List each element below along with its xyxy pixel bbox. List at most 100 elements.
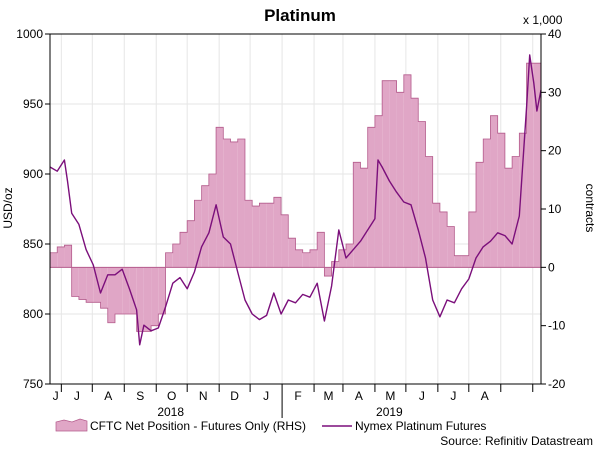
- right-axis-label: contracts: [583, 184, 597, 233]
- cftc-net-position-bar: [64, 245, 72, 268]
- cftc-net-position-bar: [187, 220, 195, 268]
- month-tick-label: J: [450, 389, 456, 403]
- cftc-net-position-bar: [367, 127, 375, 268]
- left-axis-label: USD/oz: [1, 187, 15, 228]
- cftc-net-position-bar: [237, 139, 245, 268]
- cftc-net-position-bar: [374, 115, 383, 268]
- cftc-net-position-bar: [346, 244, 354, 268]
- month-tick-label: A: [355, 389, 363, 403]
- cftc-net-position-bar: [447, 226, 455, 268]
- nymex-platinum-futures-line: [49, 54, 542, 346]
- cftc-net-position-bar: [432, 203, 440, 268]
- cftc-net-position-bar: [338, 249, 347, 268]
- month-tick-label: A: [104, 389, 112, 403]
- cftc-net-position-bar: [512, 156, 520, 268]
- month-tick-label: S: [136, 389, 144, 403]
- right-tick-label: -20: [548, 377, 566, 391]
- month-tick-label: J: [53, 389, 59, 403]
- cftc-net-position-bar: [331, 261, 339, 268]
- left-tick-label: 950: [23, 97, 43, 111]
- cftc-net-position-bar: [418, 121, 426, 268]
- cftc-net-position-bar: [136, 267, 144, 332]
- cftc-net-position-bar: [497, 133, 505, 268]
- cftc-net-position-bar: [100, 267, 108, 309]
- cftc-net-position-bar: [86, 267, 94, 303]
- cftc-net-position-bar: [360, 168, 368, 268]
- x-axis-ticks: J J A S O N D J F M A M J J A 2018 2019: [53, 384, 534, 419]
- month-tick-label: J: [74, 389, 80, 403]
- left-tick-label: 850: [23, 237, 43, 251]
- cftc-net-position-bar: [266, 203, 274, 268]
- left-tick-label: 1000: [16, 27, 43, 41]
- cftc-net-position-bar: [57, 246, 65, 268]
- cftc-net-position-bar: [201, 185, 209, 268]
- source-note: Source: Refinitiv Datastream: [440, 434, 593, 448]
- cftc-net-position-bar: [461, 255, 469, 268]
- cftc-net-position-bar: [50, 252, 58, 268]
- right-tick-label: 20: [548, 144, 562, 158]
- cftc-net-position-outline: [49, 62, 542, 332]
- cftc-net-position-bar: [259, 203, 267, 268]
- month-tick-label: F: [294, 389, 301, 403]
- cftc-net-position-bar: [454, 255, 462, 268]
- month-tick-label: J: [263, 389, 269, 403]
- cftc-net-position-bar: [403, 74, 412, 268]
- cftc-net-position-bar: [353, 162, 361, 268]
- legend: CFTC Net Position - Futures Only (RHS) N…: [55, 418, 486, 433]
- cftc-net-position-bar: [114, 267, 123, 314]
- year-tick-label: 2019: [376, 405, 403, 419]
- legend-item-cftc: CFTC Net Position - Futures Only (RHS): [55, 418, 306, 433]
- left-axis-ticks: 750 800 850 900 950 1000: [16, 27, 50, 391]
- cftc-net-position-bar: [151, 267, 159, 326]
- legend-item-nymex: Nymex Platinum Futures: [322, 419, 486, 433]
- cftc-net-position-bar: [490, 115, 498, 268]
- cftc-net-position-bar: [504, 168, 513, 268]
- legend-label-cftc: CFTC Net Position - Futures Only (RHS): [90, 419, 306, 433]
- cftc-net-position-bar: [252, 206, 260, 268]
- cftc-net-position-bar: [273, 197, 282, 268]
- right-axis-ticks: -20 -10 0 10 20 30 40: [541, 27, 566, 391]
- left-tick-label: 900: [23, 167, 43, 181]
- month-tick-label: M: [385, 389, 395, 403]
- cftc-net-position-bar: [172, 244, 180, 268]
- cftc-net-position-bar: [526, 63, 534, 268]
- cftc-net-position-bar: [389, 80, 397, 268]
- cftc-net-position-bar: [129, 267, 137, 314]
- cftc-net-position-bar: [179, 232, 188, 268]
- cftc-net-position-bar: [476, 162, 484, 268]
- cftc-net-position-bar: [107, 267, 115, 323]
- cftc-net-position-bar: [158, 267, 166, 314]
- cftc-net-position-bar: [309, 249, 318, 268]
- right-axis-multiplier: x 1,000: [523, 13, 563, 27]
- right-tick-label: 40: [548, 27, 562, 41]
- cftc-net-position-bar: [194, 200, 202, 268]
- cftc-net-position-bar: [411, 98, 419, 268]
- chart-title: Platinum: [264, 6, 336, 25]
- cftc-net-position-bar: [317, 232, 325, 268]
- cftc-net-position-bar: [223, 139, 231, 268]
- right-tick-label: 0: [548, 260, 555, 274]
- cftc-net-position-bar: [425, 156, 433, 268]
- month-tick-label: O: [167, 389, 176, 403]
- month-tick-label: N: [199, 389, 208, 403]
- month-tick-label: D: [230, 389, 239, 403]
- cftc-net-position-bar: [71, 267, 79, 297]
- left-tick-label: 800: [23, 307, 43, 321]
- cftc-net-position-bar: [302, 252, 310, 268]
- left-tick-label: 750: [23, 377, 43, 391]
- cftc-net-position-bar: [439, 211, 448, 268]
- plot-area-frame: [49, 33, 542, 385]
- month-tick-label: A: [481, 389, 489, 403]
- legend-label-nymex: Nymex Platinum Futures: [355, 419, 486, 433]
- year-tick-label: 2018: [157, 405, 184, 419]
- legend-swatch-area: [55, 418, 88, 432]
- cftc-net-position-bar: [230, 141, 238, 268]
- grid-lines: [50, 34, 541, 384]
- cftc-net-position-bar: [244, 200, 253, 268]
- cftc-net-position-area-series: [49, 62, 542, 332]
- cftc-net-position-bar: [295, 249, 303, 268]
- cftc-net-position-bar: [396, 92, 404, 268]
- cftc-net-position-bar: [165, 252, 173, 268]
- cftc-net-position-bar: [533, 63, 541, 268]
